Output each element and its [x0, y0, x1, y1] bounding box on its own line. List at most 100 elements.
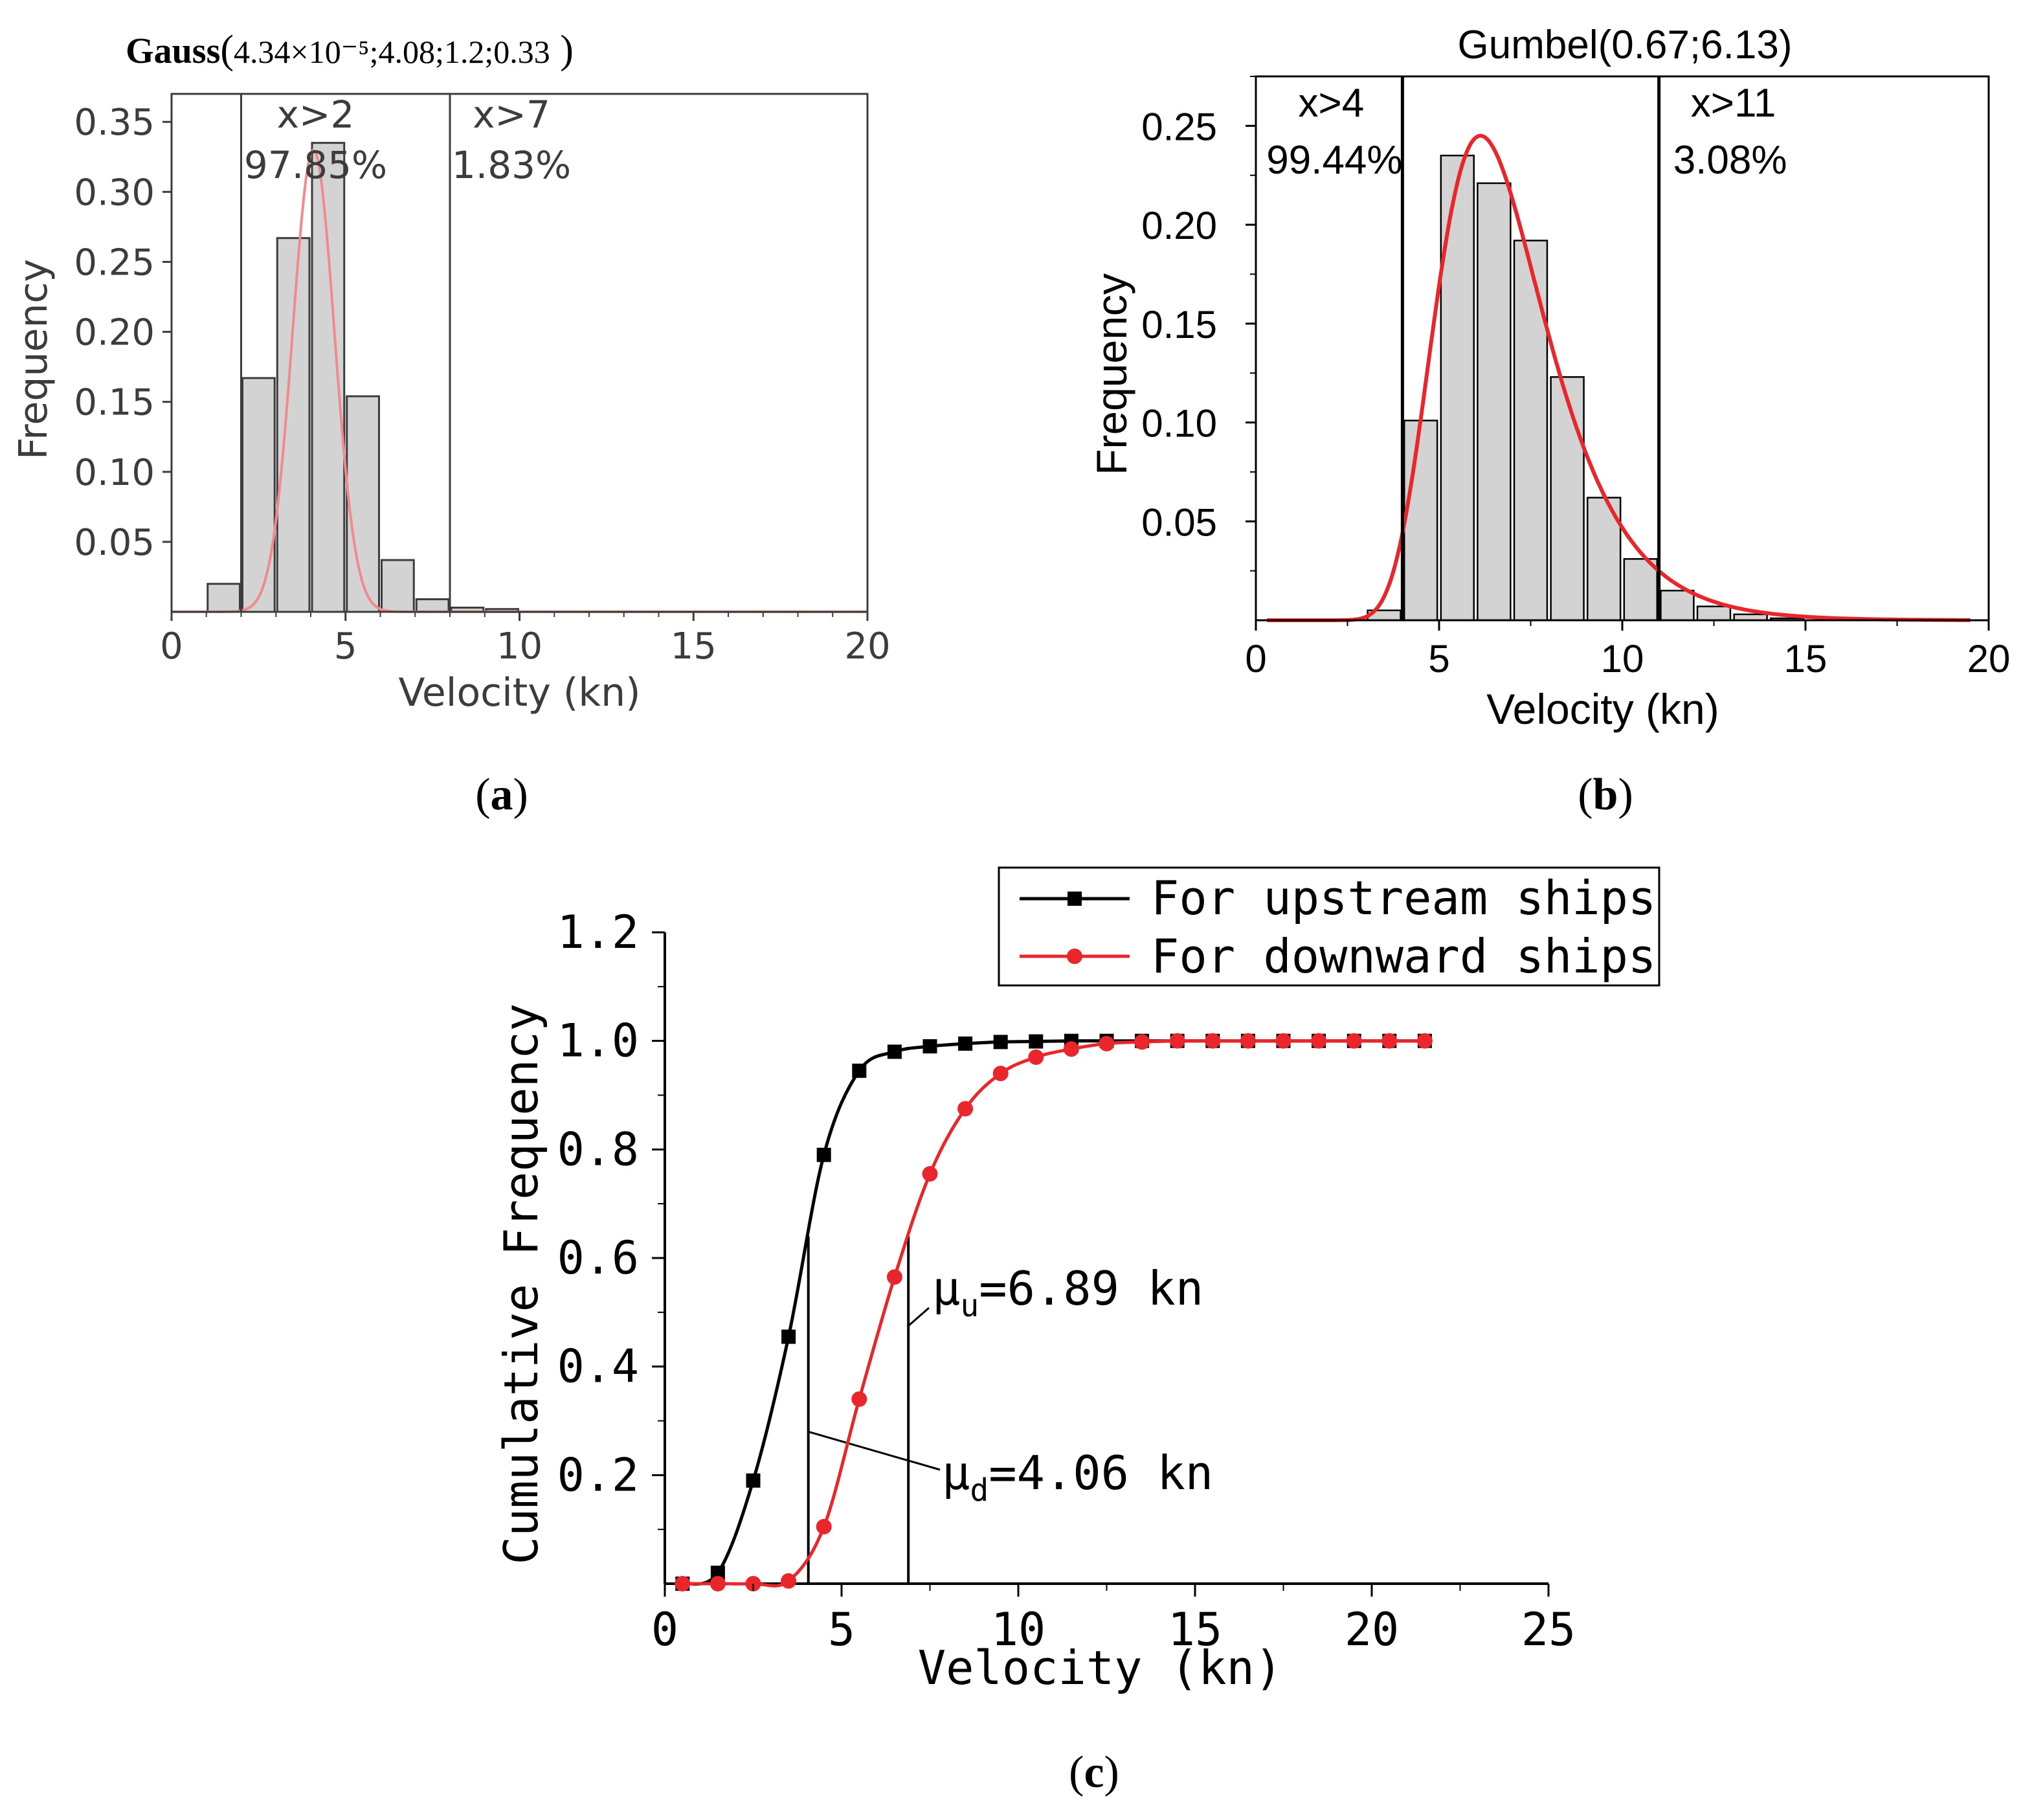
panel-b-gumbel-histogram: Gumbel(0.67;6.13) x>4 99.44% x>11 3.08% 0 5 1… [1088, 23, 2010, 820]
panel-c-downward-point-3 [781, 1573, 797, 1589]
panel-c-upstream-point-2 [746, 1473, 761, 1488]
panel-c-x-tick-label-3: 15 [1168, 1603, 1222, 1656]
panel-c-downward-point-1 [710, 1576, 726, 1591]
panel-b-y-axis-label: Frequency [1088, 273, 1135, 475]
panel-c-y-axis-label: Cumulative Frequency [494, 1004, 548, 1565]
panel-c-downward-point-14 [1169, 1033, 1185, 1049]
panel-c-mu-d-label: μd=4.06 kn [942, 1446, 1213, 1509]
panel-c-downward-point-7 [922, 1166, 938, 1182]
panel-c-y-tick-label-1: 0.4 [557, 1340, 639, 1393]
mu-u-symbol: μ [932, 1261, 960, 1316]
panel-a-y-tick-label-4: 0.25 [74, 242, 155, 284]
panel-c-x-tick-label-0: 0 [651, 1603, 678, 1656]
panel-c-y-tick-label-4: 1.0 [557, 1015, 639, 1068]
panel-c-downward-point-19 [1346, 1033, 1362, 1049]
mu-d-symbol: μ [942, 1446, 970, 1500]
panel-c-x-tick-label-5: 25 [1521, 1603, 1576, 1656]
panel-c-downward-point-15 [1205, 1033, 1221, 1049]
panel-c-downward-point-4 [816, 1518, 832, 1534]
legend-downward-marker [1067, 949, 1082, 964]
panel-c-mu-u-label: μu=6.89 kn [932, 1261, 1203, 1324]
panel-a-x-tick-label-3: 15 [671, 625, 717, 668]
panel-a-title-params: 4.34×10⁻⁵;4.08;1.2;0.33 [234, 34, 550, 70]
panel-a-bar-1 [241, 377, 276, 613]
panel-c-downward-point-13 [1134, 1034, 1150, 1050]
panel-c-downward-point-6 [886, 1269, 902, 1285]
panel-b-bar-1 [1403, 420, 1438, 622]
mu-d-value: =4.06 kn [989, 1446, 1213, 1500]
panel-c-legend: For upstream ships For downward ships [998, 866, 1660, 987]
panel-b-x-tick-label-2: 10 [1601, 637, 1644, 680]
panel-b-x-tick-label-1: 5 [1428, 637, 1449, 680]
panel-c-upstream-point-9 [993, 1035, 1008, 1050]
panel-c-mu-u-leader [908, 1307, 930, 1327]
panel-c-upstream-point-5 [852, 1063, 867, 1078]
panel-c-downward-point-8 [957, 1101, 974, 1117]
panel-a-threshold-percent-0: 97.85% [244, 143, 387, 187]
legend-upstream-label: For upstream ships [1151, 871, 1656, 925]
panel-c-upstream-point-10 [1029, 1034, 1044, 1049]
panel-c-y-tick-label-5: 1.2 [557, 906, 639, 959]
panel-b-label: (b) [1578, 770, 1633, 820]
panel-c-y-tick-label-0: 0.2 [557, 1448, 639, 1501]
panel-a-y-tick-label-6: 0.35 [74, 102, 155, 144]
panel-b-y-tick-label-4: 0.25 [1141, 105, 1217, 148]
panel-c-label: (c) [1069, 1747, 1119, 1797]
panel-a-y-axis-label: Frequency [11, 259, 56, 460]
panel-c-upstream-point-1 [710, 1566, 725, 1580]
panel-c-downward-point-20 [1381, 1033, 1398, 1049]
panel-b-threshold-percent-0: 99.44% [1266, 138, 1402, 183]
panel-b-ticks: 0 5 10 15 20 0.05 0.10 0.15 0.20 0.25 [1141, 76, 2010, 680]
panel-a-y-tick-label-3: 0.20 [74, 312, 155, 354]
panel-a-bar-0 [207, 583, 241, 613]
panel-a-label: (a) [475, 770, 528, 820]
panel-a-y-tick-label-5: 0.30 [74, 172, 155, 214]
panel-a-ticks: 0 5 10 15 20 0.05 0.10 0.15 0.20 0.25 0.30 0.35 [74, 102, 890, 668]
panel-a-x-axis-label: Velocity (kn) [398, 670, 640, 715]
panel-b-x-axis-label: Velocity (kn) [1486, 685, 1719, 733]
panel-c-downward-point-11 [1063, 1041, 1079, 1057]
panel-c-downward-point-18 [1311, 1033, 1327, 1049]
panel-c-downward-point-9 [992, 1065, 1009, 1081]
panel-b-bar-3 [1477, 182, 1512, 622]
panel-a-x-tick-label-0: 0 [160, 625, 183, 668]
panel-b-y-tick-label-1: 0.10 [1141, 402, 1217, 445]
legend-downward-label: For downward ships [1151, 929, 1656, 983]
panel-c-upstream-point-4 [816, 1147, 831, 1162]
panel-a-threshold-label-0: x>2 [277, 93, 355, 137]
panel-c-y-tick-label-2: 0.6 [557, 1231, 639, 1285]
panel-a-bar-6 [415, 598, 450, 613]
panel-b-x-tick-label-0: 0 [1245, 637, 1266, 680]
mu-u-value: =6.89 kn [979, 1261, 1203, 1316]
panel-b-x-tick-label-4: 20 [1967, 637, 2011, 680]
panel-c-x-tick-label-2: 10 [991, 1603, 1045, 1656]
panel-a-y-tick-label-0: 0.05 [74, 522, 155, 564]
panel-c-y-tick-label-3: 0.8 [557, 1123, 639, 1176]
panel-a-bar-4 [346, 395, 380, 613]
panel-a-x-tick-label-1: 5 [334, 625, 357, 668]
panel-c-downward-point-21 [1416, 1033, 1433, 1049]
panel-b-x-tick-label-3: 15 [1784, 637, 1827, 680]
panel-b-y-tick-label-0: 0.05 [1141, 500, 1217, 544]
panel-a-x-tick-label-2: 10 [497, 625, 542, 668]
panel-a-gauss-fit-curve [172, 148, 867, 613]
panel-a-thresholds: x>2 97.85% x>7 1.83% [240, 93, 571, 612]
panel-c-series [675, 1033, 1433, 1591]
panel-b-y-tick-label-2: 0.15 [1141, 303, 1217, 346]
panel-c-upstream-point-8 [958, 1036, 973, 1051]
panel-b-threshold-percent-1: 3.08% [1673, 138, 1787, 183]
mu-d-sub: d [970, 1472, 989, 1509]
panel-b-thresholds: x>4 99.44% x>11 3.08% [1266, 76, 1787, 620]
panel-b-bar-9 [1696, 605, 1732, 622]
panel-a-threshold-label-1: x>7 [473, 93, 550, 137]
panel-c-downward-point-17 [1275, 1033, 1291, 1049]
panel-c-downward-point-10 [1028, 1049, 1044, 1065]
panel-c-upstream-point-6 [887, 1044, 902, 1059]
panel-b-gumbel-fit-curve [1267, 133, 1971, 622]
panel-b-threshold-label-0: x>4 [1299, 81, 1365, 126]
panel-c-downward-point-0 [675, 1576, 691, 1591]
panel-b-bar-2 [1440, 154, 1475, 622]
